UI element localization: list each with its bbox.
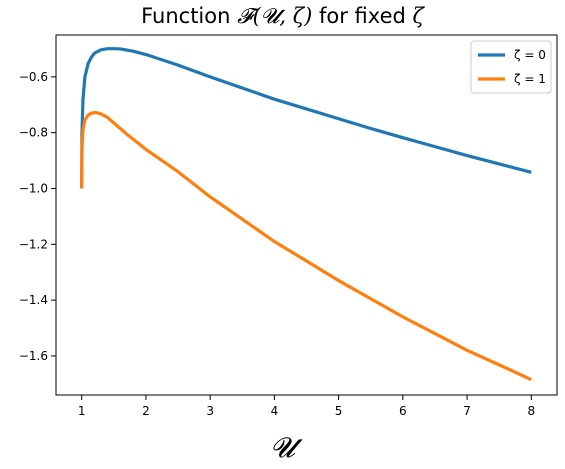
- series-layer: [80, 47, 532, 382]
- legend: ζ = 0 ζ = 1: [470, 40, 552, 94]
- x-tick-label: 3: [206, 404, 214, 418]
- plot-frame: [55, 34, 558, 396]
- y-tick-label: −1.0: [19, 181, 48, 195]
- title-var: ζ: [412, 4, 424, 28]
- y-tick-label: −1.6: [19, 349, 48, 363]
- y-tick-label: −0.6: [19, 70, 48, 84]
- legend-label-0: ζ = 0: [514, 48, 546, 62]
- x-axis-label: 𝓤: [270, 431, 295, 464]
- x-tick-label: 1: [78, 404, 86, 418]
- legend-label-1: ζ = 1: [514, 72, 546, 86]
- x-tick-label: 6: [399, 404, 407, 418]
- title-prefix: Function: [141, 4, 238, 28]
- y-tick-label: −1.4: [19, 293, 48, 307]
- title-suffix: for fixed: [312, 4, 413, 28]
- x-tick-label: 7: [463, 404, 471, 418]
- x-tick-label: 8: [527, 404, 535, 418]
- y-tick-label: −1.2: [19, 237, 48, 251]
- x-tick-label: 4: [271, 404, 279, 418]
- x-tick-label: 2: [142, 404, 150, 418]
- series-line-0: [80, 47, 532, 189]
- series-line-1: [80, 110, 532, 382]
- x-tick-label: 5: [335, 404, 343, 418]
- chart-title: Function 𝓕(𝓤, ζ) for fixed ζ: [0, 0, 565, 34]
- y-tick-label: −0.8: [19, 126, 48, 140]
- title-math: 𝓕(𝓤, ζ): [237, 4, 313, 28]
- ticks-layer: 1 2 3 4 5 6 7 8 −1.6 −1.4 −1.2 −1.0 −0.8 −0.6: [19, 70, 535, 418]
